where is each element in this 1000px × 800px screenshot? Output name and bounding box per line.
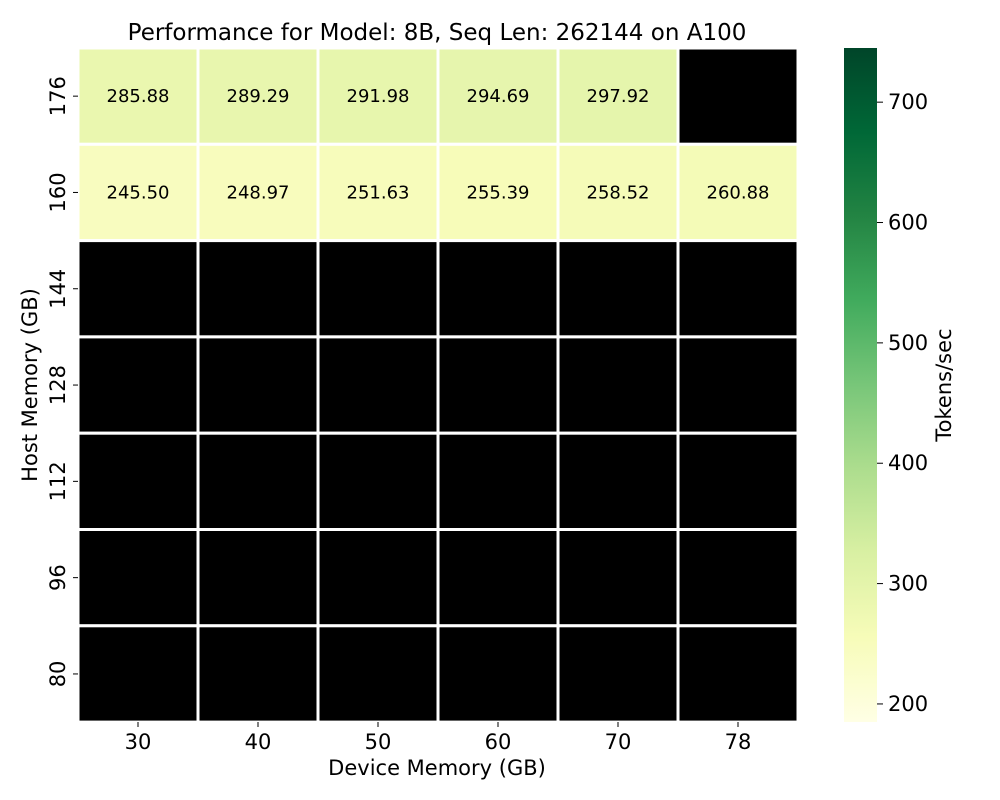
heatmap-cell bbox=[196, 46, 320, 146]
y-tick-label: 80 bbox=[46, 661, 70, 688]
cell-value-label: 248.97 bbox=[227, 182, 290, 203]
heatmap-cell bbox=[556, 239, 680, 339]
heatmap-cell bbox=[556, 142, 680, 243]
heatmap-cell bbox=[196, 624, 320, 724]
colorbar-tick-label: 600 bbox=[888, 211, 928, 235]
y-tick-label: 96 bbox=[46, 564, 70, 591]
heatmap-cell bbox=[436, 335, 560, 435]
heatmap-cell bbox=[676, 335, 800, 435]
cell-value-label: 285.88 bbox=[107, 86, 170, 107]
heatmap-cell bbox=[676, 46, 800, 146]
heatmap-cell bbox=[316, 239, 440, 339]
heatmap-cell bbox=[676, 431, 800, 532]
heatmap-cell bbox=[556, 335, 680, 435]
chart-title: Performance for Model: 8B, Seq Len: 2621… bbox=[128, 20, 747, 46]
heatmap-cell bbox=[436, 431, 560, 532]
x-axis-label: Device Memory (GB) bbox=[328, 756, 546, 780]
heatmap-cell bbox=[196, 528, 320, 628]
heatmap-cell bbox=[556, 624, 680, 724]
y-tick-label: 144 bbox=[46, 269, 70, 309]
colorbar-tick-label: 500 bbox=[888, 331, 928, 355]
x-tick-label: 78 bbox=[725, 730, 752, 754]
y-axis-label: Host Memory (GB) bbox=[18, 288, 42, 482]
heatmap-cell bbox=[196, 239, 320, 339]
x-tick-labels: 30 40 50 60 70 78 bbox=[125, 722, 752, 754]
cell-value-label: 291.98 bbox=[347, 86, 410, 107]
y-tick-label: 112 bbox=[46, 461, 70, 501]
heatmap-cell bbox=[76, 335, 200, 435]
heatmap-cell bbox=[316, 142, 440, 243]
cell-value-label: 297.92 bbox=[587, 86, 650, 107]
heatmap-cell bbox=[676, 239, 800, 339]
y-tick-labels: 176 160 144 128 112 96 80 bbox=[46, 76, 78, 687]
cell-value-label: 260.88 bbox=[707, 182, 770, 203]
heatmap-cell bbox=[676, 528, 800, 628]
colorbar-tick-label: 200 bbox=[888, 692, 928, 716]
heatmap-cell bbox=[76, 624, 200, 724]
x-tick-label: 50 bbox=[365, 730, 392, 754]
heatmap-cell bbox=[316, 624, 440, 724]
heatmap-cell bbox=[76, 239, 200, 339]
cell-value-label: 255.39 bbox=[467, 182, 530, 203]
heatmap-cells: 285.88 289.29 291.98 294.69 297.92 245.50 248.… bbox=[76, 46, 800, 724]
heatmap-cell bbox=[556, 528, 680, 628]
colorbar bbox=[844, 48, 877, 722]
colorbar-label: Tokens/sec bbox=[932, 328, 956, 442]
colorbar-tick-label: 700 bbox=[888, 90, 928, 114]
heatmap-cell bbox=[196, 431, 320, 532]
cell-value-label: 245.50 bbox=[107, 182, 170, 203]
heatmap-cell bbox=[436, 624, 560, 724]
heatmap-cell bbox=[556, 431, 680, 532]
heatmap-cell bbox=[76, 528, 200, 628]
heatmap-cell bbox=[676, 624, 800, 724]
y-tick-label: 128 bbox=[46, 365, 70, 405]
cell-value-label: 294.69 bbox=[467, 86, 530, 107]
heatmap-cell bbox=[196, 335, 320, 435]
heatmap-cell bbox=[316, 431, 440, 532]
colorbar-tick-label: 400 bbox=[888, 451, 928, 475]
cell-value-label: 289.29 bbox=[227, 86, 290, 107]
heatmap-cell bbox=[436, 528, 560, 628]
y-tick-label: 160 bbox=[46, 172, 70, 212]
heatmap-cell bbox=[76, 431, 200, 532]
cell-value-label: 251.63 bbox=[347, 182, 410, 203]
x-tick-label: 70 bbox=[605, 730, 632, 754]
cell-value-label: 258.52 bbox=[587, 182, 650, 203]
heatmap-cell bbox=[436, 239, 560, 339]
x-tick-label: 30 bbox=[125, 730, 152, 754]
colorbar-tick-label: 300 bbox=[888, 572, 928, 596]
y-tick-label: 176 bbox=[46, 76, 70, 116]
heatmap-cell bbox=[676, 142, 800, 243]
heatmap-cell bbox=[316, 335, 440, 435]
x-tick-label: 40 bbox=[245, 730, 272, 754]
colorbar-ticks: 200 300 400 500 600 700 bbox=[877, 90, 928, 716]
heatmap-cell bbox=[316, 528, 440, 628]
x-tick-label: 60 bbox=[485, 730, 512, 754]
